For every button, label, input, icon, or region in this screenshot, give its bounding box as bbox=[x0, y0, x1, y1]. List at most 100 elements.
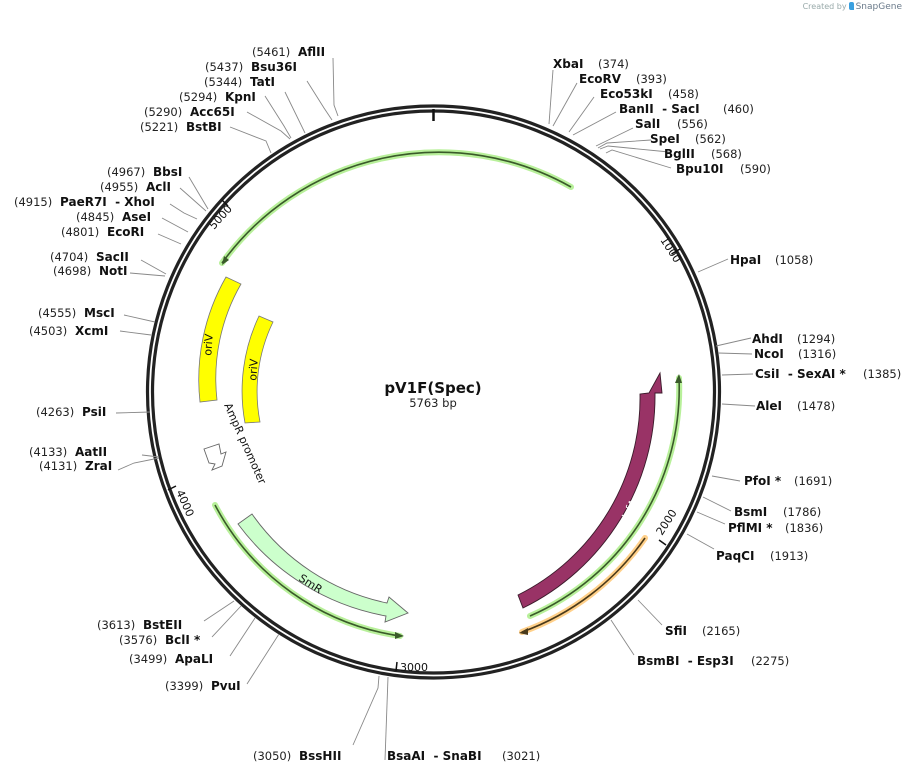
svg-text:Eco53kI: Eco53kI bbox=[600, 87, 653, 101]
svg-text:(1058): (1058) bbox=[775, 253, 813, 267]
enzyme-bsmI[interactable]: BsmI (1786) bbox=[734, 505, 821, 519]
enzyme-zraI[interactable]: (4131) ZraI bbox=[39, 459, 112, 473]
enzyme-aseI[interactable]: (4845) AseI bbox=[76, 210, 151, 224]
enzyme-paeR7I-xhoI[interactable]: (4915) PaeR7I - XhoI bbox=[14, 195, 155, 209]
svg-text:BstBI: BstBI bbox=[186, 120, 222, 134]
svg-text:PsiI: PsiI bbox=[82, 405, 106, 419]
svg-text:(3021): (3021) bbox=[502, 749, 540, 763]
enzyme-kpnI[interactable]: (5294) KpnI bbox=[179, 90, 256, 104]
svg-text:PaqCI: PaqCI bbox=[716, 549, 754, 563]
svg-text:BclI *: BclI * bbox=[165, 633, 201, 647]
svg-text:(1786): (1786) bbox=[783, 505, 821, 519]
svg-text:(4915): (4915) bbox=[14, 195, 52, 209]
credit-prefix: Created by bbox=[802, 2, 847, 11]
svg-text:(556): (556) bbox=[677, 117, 708, 131]
enzyme-aclI[interactable]: (4955) AclI bbox=[100, 180, 171, 194]
svg-text:AleI: AleI bbox=[756, 399, 782, 413]
enzyme-csiI-sexAI[interactable]: CsiI - SexAI * (1385) bbox=[755, 367, 901, 381]
svg-text:SpeI: SpeI bbox=[650, 132, 680, 146]
enzyme-bpu10I[interactable]: Bpu10I (590) bbox=[676, 162, 771, 176]
tick-3000: 3000 bbox=[395, 661, 428, 674]
primer-arrow-trfA bbox=[527, 374, 683, 619]
enzyme-xcmI[interactable]: (4503) XcmI bbox=[29, 324, 108, 338]
enzyme-bbsI[interactable]: (4967) BbsI bbox=[107, 165, 182, 179]
svg-text:(4955): (4955) bbox=[100, 180, 138, 194]
enzyme-bsmBI-esp3I[interactable]: BsmBI - Esp3I (2275) bbox=[637, 654, 789, 668]
svg-text:(458): (458) bbox=[668, 87, 699, 101]
svg-text:ApaLI: ApaLI bbox=[175, 652, 213, 666]
plasmid-length: 5763 bp bbox=[409, 396, 457, 410]
svg-text:(4555): (4555) bbox=[38, 306, 76, 320]
primer-arrow-orange bbox=[519, 535, 648, 635]
svg-text:KpnI: KpnI bbox=[225, 90, 256, 104]
svg-text:(1385): (1385) bbox=[863, 367, 901, 381]
enzyme-pflMI[interactable]: PflMI * (1836) bbox=[728, 521, 823, 535]
svg-text:(4967): (4967) bbox=[107, 165, 145, 179]
svg-text:Bpu10I: Bpu10I bbox=[676, 162, 723, 176]
enzyme-bstBI[interactable]: (5221) BstBI bbox=[140, 120, 222, 134]
enzyme-sacII[interactable]: (4704) SacII bbox=[50, 250, 129, 264]
svg-text:(4131): (4131) bbox=[39, 459, 77, 473]
enzyme-ecoRI[interactable]: (4801) EcoRI bbox=[61, 225, 144, 239]
enzyme-apaLI[interactable]: (3499) ApaLI bbox=[129, 652, 213, 666]
enzyme-salI[interactable]: SalI (556) bbox=[635, 117, 708, 131]
svg-text:(2165): (2165) bbox=[702, 624, 740, 638]
enzyme-tatI[interactable]: (5344) TatI bbox=[204, 75, 275, 89]
feature-oriV-1: oriV bbox=[198, 276, 242, 403]
svg-text:BanII - SacI: BanII - SacI bbox=[619, 102, 700, 116]
svg-text:AclI: AclI bbox=[146, 180, 171, 194]
svg-text:PaeR7I - XhoI: PaeR7I - XhoI bbox=[60, 195, 155, 209]
svg-text:(4704): (4704) bbox=[50, 250, 88, 264]
enzyme-hpaI[interactable]: HpaI (1058) bbox=[730, 253, 813, 267]
enzyme-bsaAI-snaBI[interactable]: BsaAI - SnaBI (3021) bbox=[387, 749, 540, 763]
enzyme-acc65I[interactable]: (5290) Acc65I bbox=[144, 105, 235, 119]
svg-text:EcoRI: EcoRI bbox=[107, 225, 144, 239]
feature-trfA: trfA bbox=[517, 371, 663, 609]
svg-text:MscI: MscI bbox=[84, 306, 115, 320]
svg-text:(3399): (3399) bbox=[165, 679, 203, 693]
enzyme-speI[interactable]: SpeI (562) bbox=[650, 132, 726, 146]
svg-text:(5290): (5290) bbox=[144, 105, 182, 119]
snapgene-credit: Created by SnapGene bbox=[803, 2, 902, 12]
enzyme-bclI[interactable]: (3576) BclI * bbox=[119, 633, 201, 647]
svg-text:BssHII: BssHII bbox=[299, 749, 341, 763]
svg-text:BsaAI - SnaBI: BsaAI - SnaBI bbox=[387, 749, 482, 763]
tick-4000: 4000 bbox=[167, 485, 197, 519]
enzyme-mscI[interactable]: (4555) MscI bbox=[38, 306, 115, 320]
enzyme-aatII[interactable]: (4133) AatII bbox=[29, 445, 107, 459]
svg-text:(1294): (1294) bbox=[797, 332, 835, 346]
enzyme-paqCI[interactable]: PaqCI (1913) bbox=[716, 549, 808, 563]
svg-text:(3576): (3576) bbox=[119, 633, 157, 647]
svg-text:BbsI: BbsI bbox=[153, 165, 182, 179]
enzyme-ncoI[interactable]: NcoI (1316) bbox=[754, 347, 836, 361]
svg-text:(5344): (5344) bbox=[204, 75, 242, 89]
enzyme-ahdI[interactable]: AhdI (1294) bbox=[752, 332, 835, 346]
feature-oriV-2: oriV bbox=[241, 315, 274, 424]
tick-2000: 2000 bbox=[654, 507, 680, 546]
enzyme-ecoRV[interactable]: EcoRV (393) bbox=[579, 72, 667, 86]
svg-text:(5294): (5294) bbox=[179, 90, 217, 104]
svg-text:(3499): (3499) bbox=[129, 652, 167, 666]
enzyme-banII-sacI[interactable]: BanII - SacI (460) bbox=[619, 102, 754, 116]
enzyme-eco53kI[interactable]: Eco53kI (458) bbox=[600, 87, 699, 101]
svg-text:NotI: NotI bbox=[99, 264, 128, 278]
enzyme-aleI[interactable]: AleI (1478) bbox=[756, 399, 835, 413]
enzyme-bssHII[interactable]: (3050) BssHII bbox=[253, 749, 341, 763]
enzyme-bglII[interactable]: BglII (568) bbox=[664, 147, 742, 161]
svg-text:(590): (590) bbox=[740, 162, 771, 176]
svg-text:BglII: BglII bbox=[664, 147, 695, 161]
enzyme-bsu36I[interactable]: (5437) Bsu36I bbox=[205, 60, 297, 74]
enzyme-notI[interactable]: (4698) NotI bbox=[53, 264, 128, 278]
enzyme-pvuI[interactable]: (3399) PvuI bbox=[165, 679, 241, 693]
enzyme-aflII[interactable]: (5461) AflII bbox=[252, 45, 325, 59]
tick-label-3000: 3000 bbox=[400, 661, 428, 674]
enzyme-pfoI[interactable]: PfoI * (1691) bbox=[744, 474, 832, 488]
enzyme-psiI[interactable]: (4263) PsiI bbox=[36, 405, 106, 419]
svg-text:(4503): (4503) bbox=[29, 324, 67, 338]
enzyme-xbaI[interactable]: XbaI (374) bbox=[553, 57, 629, 71]
enzyme-sfiI[interactable]: SfiI (2165) bbox=[665, 624, 740, 638]
svg-text:(1913): (1913) bbox=[770, 549, 808, 563]
enzyme-bstEII[interactable]: (3613) BstEII bbox=[97, 618, 182, 632]
svg-text:HpaI: HpaI bbox=[730, 253, 761, 267]
svg-text:PflMI *: PflMI * bbox=[728, 521, 773, 535]
